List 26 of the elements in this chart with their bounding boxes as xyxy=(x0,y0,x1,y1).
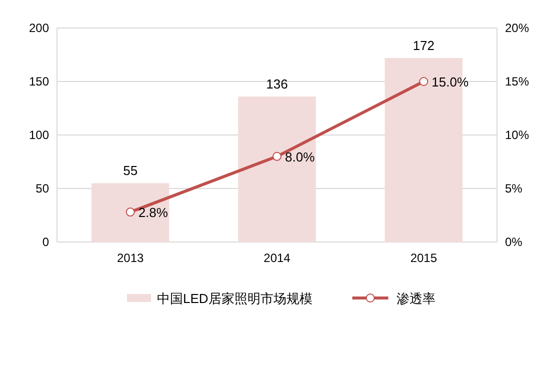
legend-label: 渗透率 xyxy=(396,291,436,306)
data-label: 2.8% xyxy=(138,205,168,220)
legend-label: 中国LED居家照明市场规模 xyxy=(157,291,312,306)
y2-tick-label: 0% xyxy=(505,235,523,249)
y2-tick-label: 20% xyxy=(505,21,530,35)
data-label: 136 xyxy=(266,76,288,92)
bar xyxy=(91,183,170,242)
x-tick-label: 2013 xyxy=(116,251,144,265)
y2-tick-label: 5% xyxy=(505,182,523,196)
data-label: 15.0% xyxy=(432,74,469,90)
y2-tick-label: 10% xyxy=(505,128,530,142)
y-tick-label: 200 xyxy=(28,21,50,35)
x-tick-label: 2015 xyxy=(410,251,438,265)
data-label: 172 xyxy=(412,38,435,53)
y-tick-label: 150 xyxy=(28,74,50,88)
point xyxy=(419,77,428,86)
y-tick-label: 50 xyxy=(36,182,50,196)
data-label: 55 xyxy=(123,163,138,178)
y-tick-label: 0 xyxy=(42,235,50,249)
point xyxy=(126,208,135,217)
y-tick-label: 100 xyxy=(28,128,50,142)
data-label: 8.0% xyxy=(285,149,316,164)
x-tick-label: 2014 xyxy=(264,251,291,265)
bar xyxy=(238,96,316,242)
y2-tick-label: 15% xyxy=(505,74,530,88)
point xyxy=(272,152,282,161)
